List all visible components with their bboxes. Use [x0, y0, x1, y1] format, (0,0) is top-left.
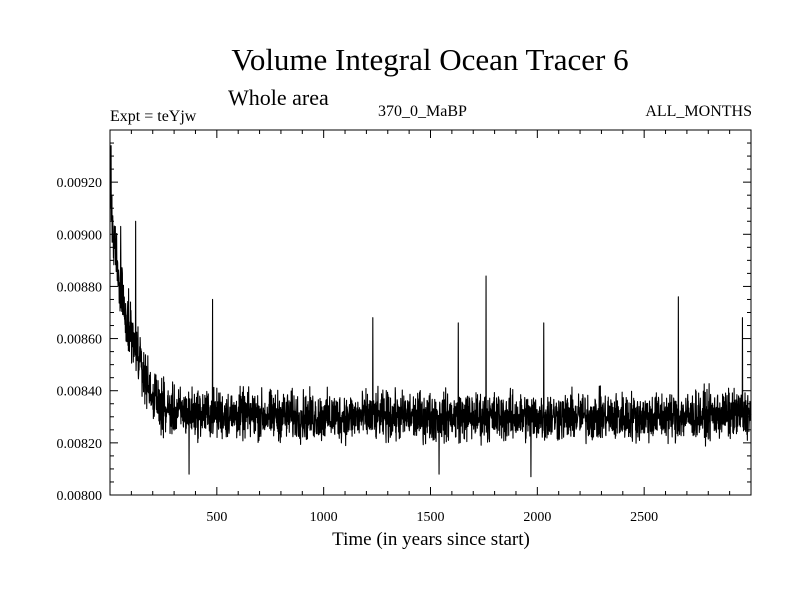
chart-title: Volume Integral Ocean Tracer 6: [231, 42, 629, 77]
y-tick-label: 0.00800: [57, 489, 103, 504]
y-tick-label: 0.00920: [57, 176, 103, 191]
x-axis-label: Time (in years since start): [332, 529, 530, 550]
y-tick-label: 0.00880: [57, 280, 103, 295]
run-label: 370_0_MaBP: [378, 103, 467, 120]
chart-subtitle: Whole area: [228, 85, 329, 110]
series-layer: [109, 145, 752, 478]
x-tick-label: 1500: [417, 510, 445, 525]
plot-frame: [109, 129, 752, 496]
x-tick-label: 2500: [630, 510, 658, 525]
x-tick-label: 500: [206, 510, 227, 525]
y-tick-label: 0.00820: [57, 437, 103, 452]
y-tick-label: 0.00860: [57, 333, 103, 348]
x-tick-label: 2000: [523, 510, 551, 525]
y-tick-label: 0.00840: [57, 385, 103, 400]
experiment-label: Expt = teYjw: [110, 108, 197, 125]
x-tick-label: 1000: [310, 510, 338, 525]
labels-layer: 500 1000 1500 2000 2500 0.00800 0.00820 0.00840…: [57, 176, 659, 525]
y-tick-label: 0.00900: [57, 228, 103, 243]
series-line: [109, 145, 752, 478]
period-label: ALL_MONTHS: [645, 103, 752, 120]
ticks-layer: [110, 130, 751, 495]
